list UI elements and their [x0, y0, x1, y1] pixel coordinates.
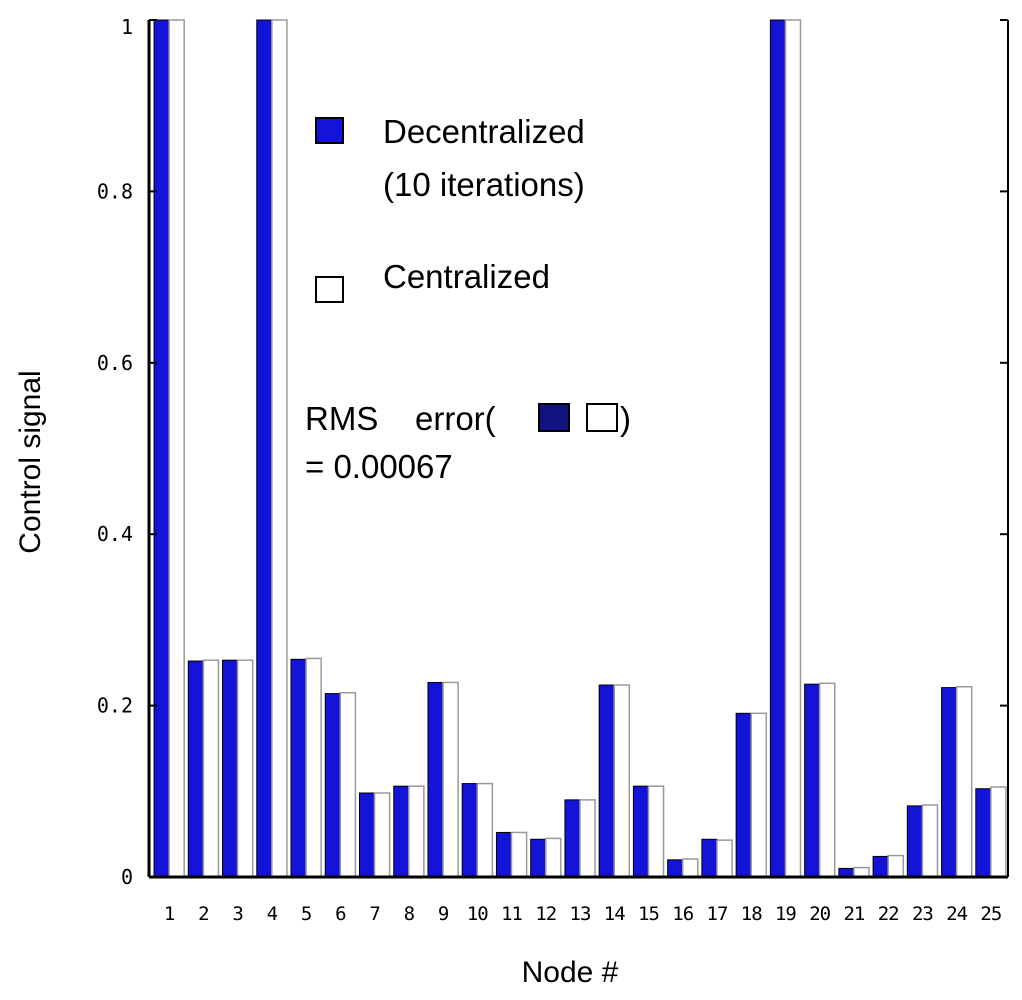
- bar-decentralized-node-25: [975, 788, 992, 878]
- bar-centralized-node-14: [613, 684, 631, 878]
- x-tick-label-25: 25: [980, 903, 1001, 925]
- bar-decentralized-node-19: [769, 19, 786, 878]
- x-tick-label-17: 17: [707, 903, 728, 925]
- y-tick-label-0.2: 0.2: [97, 694, 133, 718]
- y-tick-label-0.8: 0.8: [97, 179, 133, 203]
- bar-centralized-node-9: [442, 681, 459, 878]
- x-tick-label-15: 15: [638, 903, 659, 925]
- bar-centralized-node-6: [339, 692, 357, 878]
- bar-centralized-node-11: [510, 831, 528, 878]
- x-tick-label-23: 23: [912, 903, 933, 925]
- x-tick-label-1: 1: [164, 903, 175, 925]
- bar-centralized-node-1: [168, 19, 185, 878]
- bar-decentralized-node-9: [427, 681, 444, 878]
- bar-centralized-node-10: [476, 782, 494, 878]
- bar-decentralized-node-23: [906, 805, 923, 878]
- bar-centralized-node-16: [681, 858, 699, 878]
- x-tick-label-13: 13: [570, 903, 591, 925]
- x-tick-label-6: 6: [335, 903, 346, 925]
- x-axis-title: Node #: [522, 956, 619, 989]
- bar-decentralized-node-10: [461, 783, 478, 878]
- bar-decentralized-node-1: [153, 19, 170, 878]
- y-tick-label-0.6: 0.6: [97, 351, 133, 375]
- bar-decentralized-node-18: [735, 712, 752, 878]
- bar-centralized-node-18: [750, 712, 768, 878]
- bar-decentralized-node-12: [530, 838, 547, 878]
- bar-decentralized-node-13: [564, 799, 581, 878]
- legend-swatch-centralized: [315, 276, 344, 303]
- x-tick-label-14: 14: [604, 903, 625, 925]
- rms-swatch-decentralized: [538, 403, 570, 432]
- x-tick-label-24: 24: [946, 903, 967, 925]
- bar-decentralized-node-8: [393, 785, 410, 878]
- bar-decentralized-node-14: [598, 684, 615, 878]
- bar-centralized-node-17: [716, 839, 733, 878]
- rms-label: RMS: [305, 400, 378, 437]
- x-tick-label-11: 11: [501, 903, 522, 925]
- x-tick-label-21: 21: [843, 903, 864, 925]
- legend-label-decentralized-line1: Decentralized: [383, 113, 585, 150]
- y-tick-label-1: 1: [121, 15, 133, 39]
- bar-decentralized-node-2: [187, 660, 204, 878]
- bar-centralized-node-23: [921, 804, 939, 878]
- bar-centralized-node-7: [373, 792, 391, 878]
- bar-decentralized-node-20: [804, 683, 821, 878]
- bar-decentralized-node-24: [941, 687, 958, 878]
- y-tick-label-0.4: 0.4: [97, 522, 133, 546]
- bar-centralized-node-5: [305, 657, 322, 878]
- x-tick-label-2: 2: [198, 903, 208, 925]
- x-tick-label-20: 20: [809, 903, 830, 925]
- bar-decentralized-node-16: [667, 859, 684, 878]
- bar-centralized-node-2: [202, 659, 220, 878]
- legend: Decentralized (10 iterations) Centralize…: [315, 113, 585, 303]
- y-axis-title: Control signal: [14, 370, 47, 553]
- bar-centralized-node-4: [271, 19, 288, 878]
- x-tick-label-5: 5: [301, 903, 311, 925]
- rms-annotation: RMS error( ) = 0.00067: [305, 400, 631, 485]
- x-tick-label-3: 3: [232, 903, 243, 925]
- x-tick-label-19: 19: [775, 903, 796, 925]
- x-tick-label-9: 9: [438, 903, 449, 925]
- bar-centralized-node-8: [408, 785, 425, 878]
- x-tick-label-12: 12: [535, 903, 556, 925]
- bar-decentralized-node-7: [358, 792, 376, 878]
- bar-centralized-node-22: [887, 854, 904, 878]
- bar-centralized-node-24: [955, 686, 973, 878]
- bar-decentralized-node-15: [632, 785, 649, 878]
- x-tick-label-22: 22: [878, 903, 899, 925]
- bar-centralized-node-19: [784, 19, 802, 878]
- bar-centralized-node-20: [818, 682, 836, 878]
- y-tick-label-0: 0: [121, 865, 133, 889]
- bar-decentralized-node-4: [256, 19, 273, 878]
- y-ticks-group: 0 0.2 0.4 0.6 0.8 1: [97, 15, 1008, 889]
- rms-value: = 0.00067: [305, 448, 453, 485]
- x-tick-label-4: 4: [267, 903, 278, 925]
- bar-decentralized-node-17: [701, 838, 718, 878]
- bar-decentralized-node-3: [222, 659, 239, 878]
- legend-label-centralized: Centralized: [383, 258, 550, 295]
- bar-centralized-node-12: [545, 837, 562, 878]
- legend-swatch-decentralized: [315, 117, 344, 144]
- rms-error-word: error(: [415, 400, 496, 437]
- x-tick-label-7: 7: [369, 903, 380, 925]
- bar-decentralized-node-5: [290, 658, 307, 878]
- bar-decentralized-node-11: [495, 831, 513, 878]
- bar-centralized-node-13: [579, 799, 596, 878]
- x-ticks-group: 1 2 3 4 5 6 7 8 9 10 11 12 13 14 15 16 17 18 19 20 21 22 23 24 2…: [164, 903, 1002, 925]
- x-tick-label-10: 10: [467, 903, 488, 925]
- bar-decentralized-node-6: [324, 693, 341, 878]
- bar-centralized-node-25: [990, 786, 1007, 878]
- legend-label-decentralized-line2: (10 iterations): [383, 166, 585, 203]
- x-tick-label-18: 18: [741, 903, 762, 925]
- bar-decentralized-node-22: [872, 855, 889, 878]
- rms-swatch-centralized: [586, 403, 618, 432]
- rms-close-paren: ): [620, 400, 631, 437]
- bar-centralized-node-3: [236, 659, 254, 878]
- x-tick-label-16: 16: [672, 903, 693, 925]
- x-tick-label-8: 8: [404, 903, 415, 925]
- bars-group: [153, 19, 1007, 878]
- bar-centralized-node-15: [647, 785, 665, 878]
